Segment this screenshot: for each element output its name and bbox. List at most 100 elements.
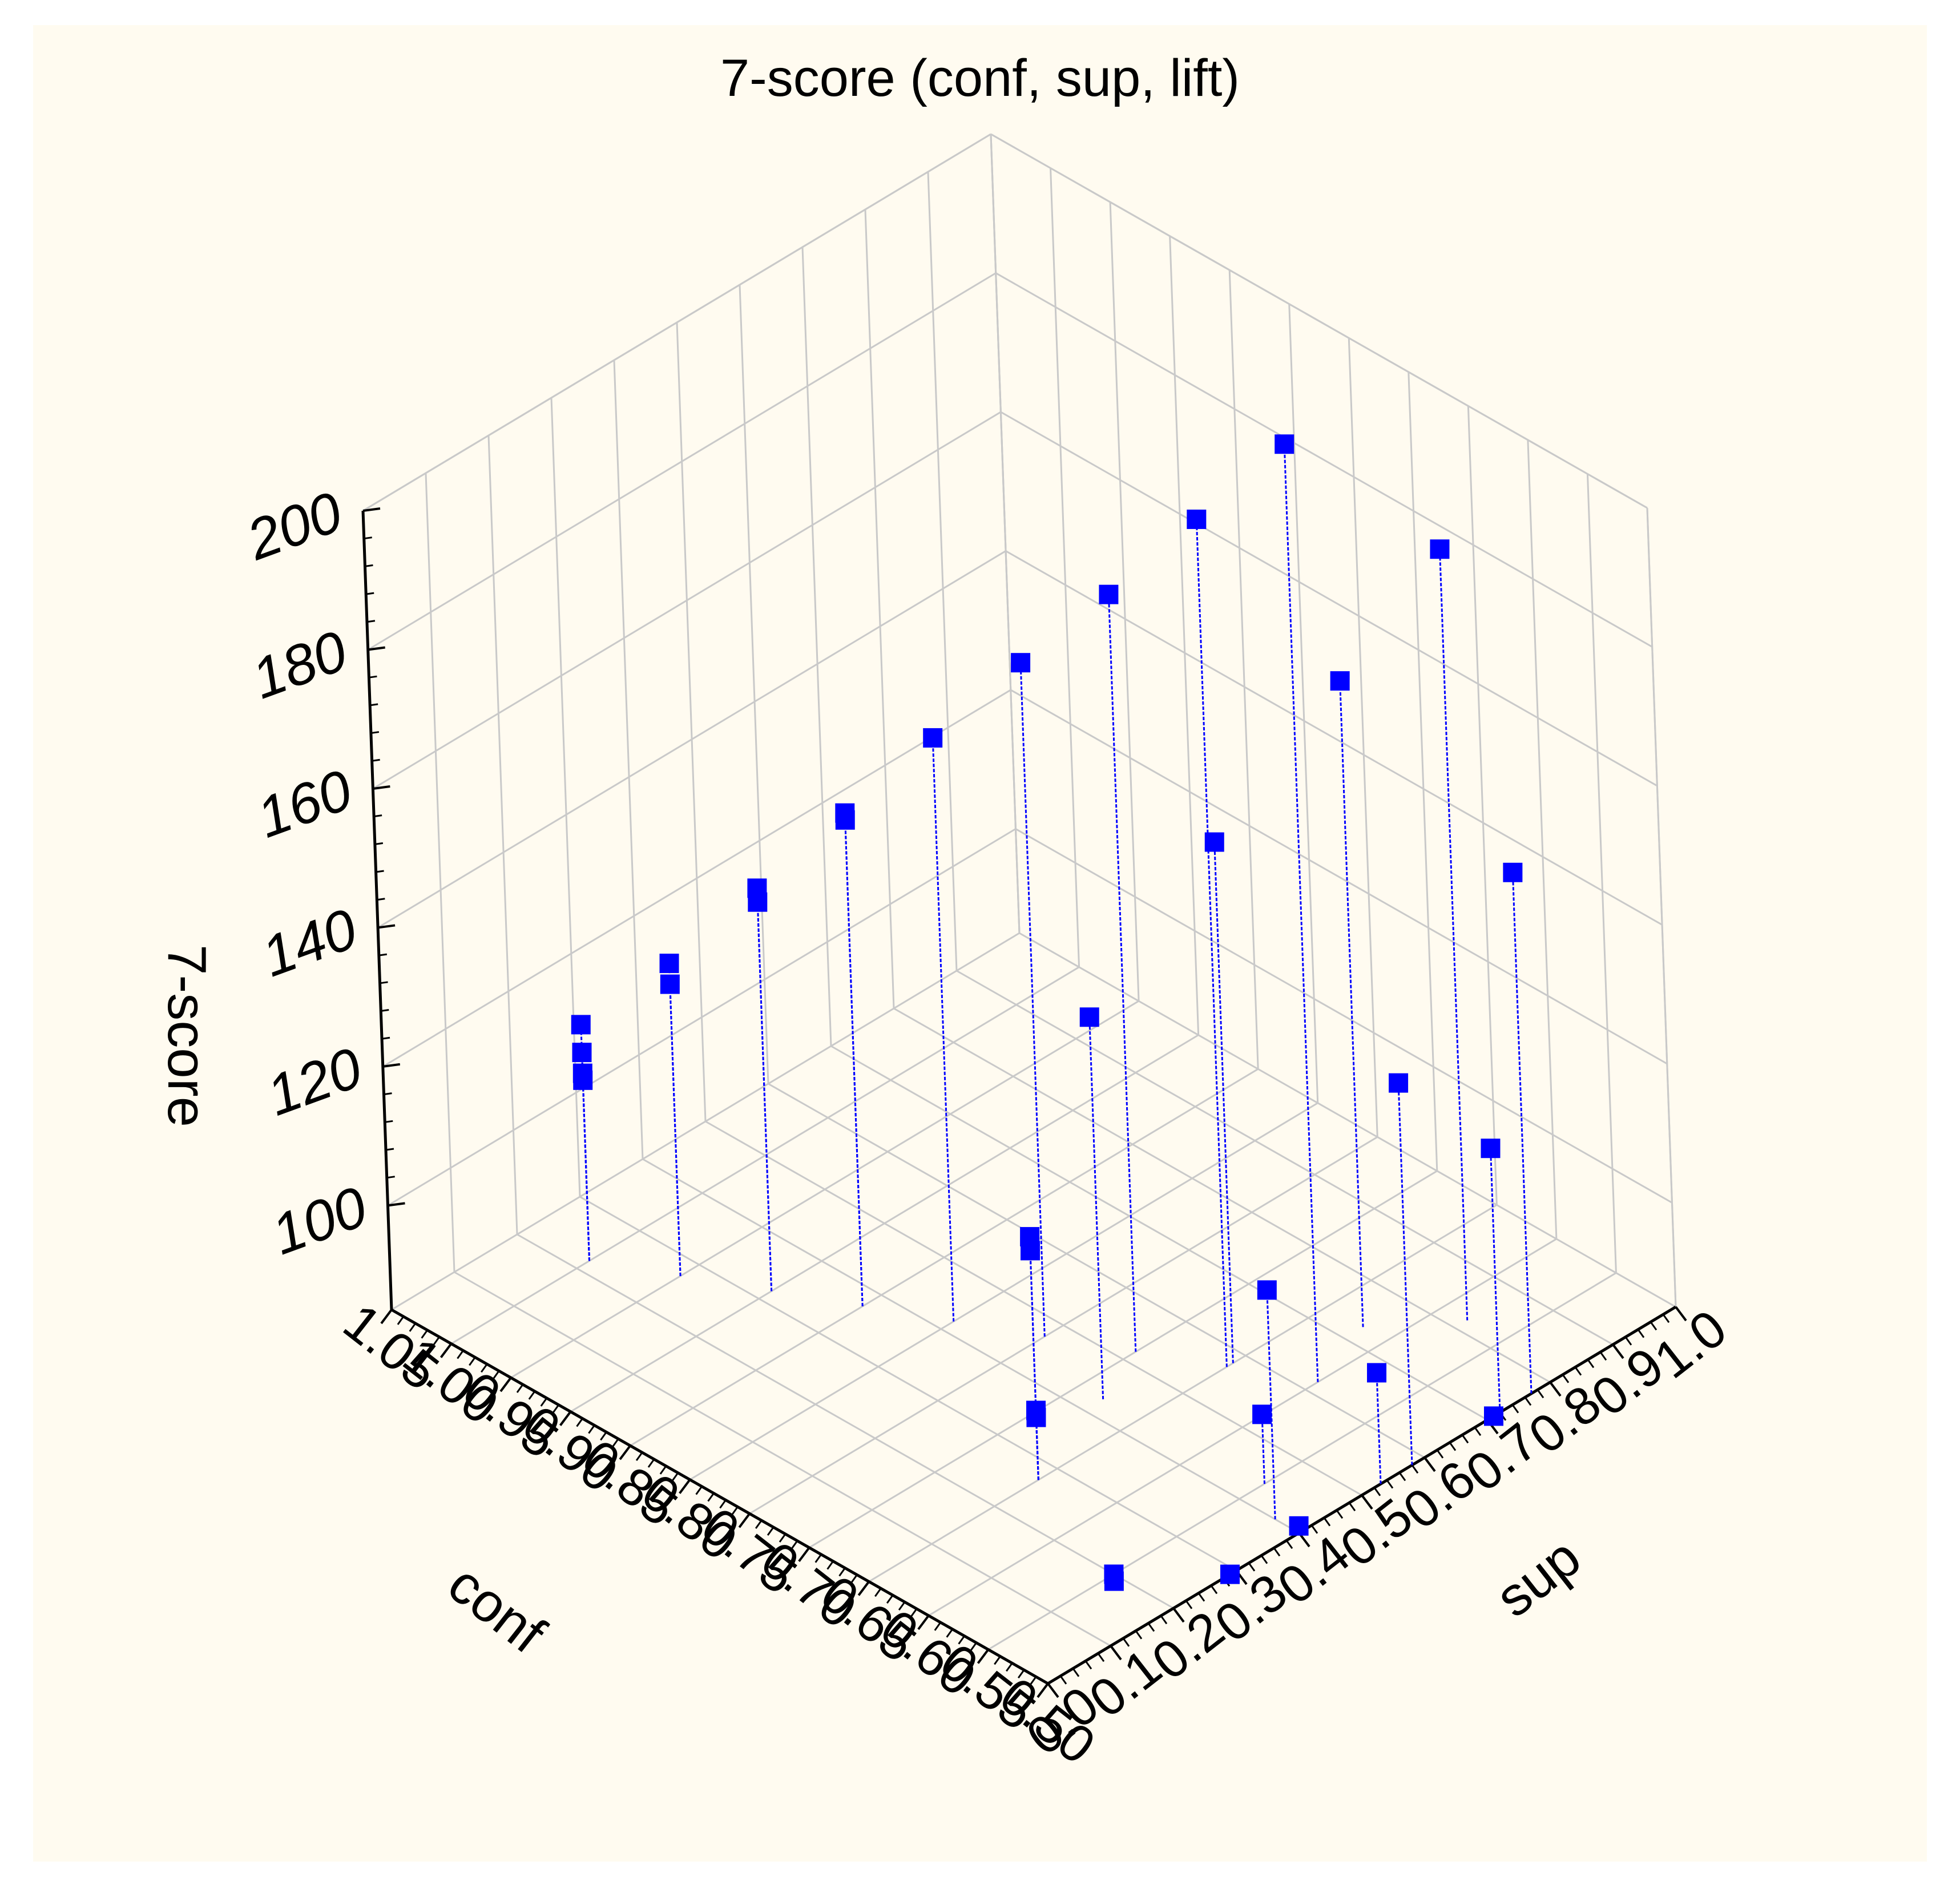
conf-minor-tick (874, 1588, 882, 1597)
conf-minor-tick (898, 1601, 906, 1611)
floor-grid-line (454, 1271, 1111, 1647)
sup-minor-tick (1373, 1487, 1381, 1496)
drop-line (1283, 444, 1319, 1382)
wall-grid-line (1050, 168, 1080, 967)
conf-tick (679, 1479, 691, 1494)
conf-minor-tick (516, 1384, 524, 1393)
drop-line (669, 984, 681, 1276)
data-point (1481, 1139, 1501, 1159)
sup-tick (1172, 1607, 1185, 1623)
wall-grid-line (739, 284, 769, 1084)
sup-minor-tick (1348, 1502, 1356, 1512)
conf-axis-title: conf (437, 1553, 556, 1665)
conf-minor-tick (850, 1574, 858, 1584)
sup-minor-tick (1398, 1472, 1406, 1482)
data-point (1104, 1571, 1124, 1591)
score-tick (362, 507, 381, 512)
data-point (1204, 832, 1224, 852)
score-tick-label: 140 (254, 897, 365, 989)
drop-line (1088, 1017, 1104, 1399)
score-tick-label: 180 (244, 619, 355, 711)
sup-minor-tick (1285, 1540, 1293, 1549)
sup-minor-tick (1662, 1314, 1670, 1323)
conf-minor-tick (886, 1595, 894, 1604)
conf-minor-tick (647, 1459, 655, 1468)
score-minor-tick (369, 675, 377, 679)
data-point (1099, 584, 1119, 604)
wall-grid-line (801, 247, 832, 1047)
conf-tick (917, 1615, 930, 1630)
score-minor-tick (386, 1176, 395, 1179)
sup-minor-tick (1147, 1622, 1155, 1632)
wall-grid-line (372, 411, 1002, 790)
sup-minor-tick (1436, 1449, 1444, 1459)
conf-minor-tick (934, 1621, 942, 1631)
sup-minor-tick (1323, 1517, 1331, 1527)
data-point (1252, 1404, 1272, 1424)
score-tick-label: 160 (249, 757, 360, 850)
conf-minor-tick (659, 1466, 667, 1475)
sup-minor-tick (1084, 1660, 1092, 1670)
score-minor-tick (366, 592, 374, 595)
drop-line (844, 820, 864, 1307)
drop-line (1019, 663, 1046, 1337)
score-minor-tick (380, 981, 388, 984)
conf-minor-tick (814, 1553, 822, 1563)
drop-line (1035, 1417, 1039, 1480)
sup-minor-tick (1599, 1351, 1607, 1361)
drop-line (582, 1080, 591, 1261)
floor-grid-line (705, 1120, 1362, 1496)
conf-minor-tick (492, 1370, 500, 1380)
wall-grid-line (1527, 439, 1558, 1239)
sup-minor-tick (1511, 1404, 1519, 1414)
score-minor-tick (365, 564, 373, 567)
data-point (659, 954, 679, 974)
sup-minor-tick (1160, 1615, 1168, 1625)
wall-grid-line (1005, 550, 1663, 926)
wall-grid-line (1169, 236, 1200, 1035)
conf-minor-tick (552, 1404, 559, 1414)
floor-grid-line (517, 1233, 1174, 1609)
score-minor-tick (373, 814, 382, 818)
wall-grid-line (425, 473, 455, 1273)
sup-minor-tick (1336, 1509, 1344, 1519)
conf-minor-tick (409, 1322, 417, 1332)
sup-tick (1361, 1494, 1373, 1510)
drop-line (1195, 519, 1228, 1367)
score-minor-tick (377, 898, 385, 901)
drop-line (1213, 842, 1234, 1363)
drop-line (1489, 1148, 1501, 1412)
drop-line (1339, 681, 1364, 1327)
sup-minor-tick (1637, 1329, 1645, 1338)
data-point (923, 728, 943, 748)
score-minor-tick (370, 731, 380, 734)
data-point (1079, 1007, 1099, 1027)
conf-tick (439, 1343, 453, 1358)
floor-grid-line (830, 1045, 1488, 1421)
floor-grid-line (642, 1158, 1300, 1534)
conf-minor-tick (958, 1635, 965, 1645)
conf-minor-tick (791, 1540, 798, 1549)
conf-minor-tick (1029, 1676, 1037, 1685)
conf-tick (559, 1411, 572, 1426)
conf-minor-tick (707, 1492, 715, 1502)
data-point (1026, 1407, 1046, 1427)
score-minor-tick (364, 536, 372, 540)
score-tick-label: 100 (264, 1174, 375, 1267)
conf-minor-tick (540, 1397, 548, 1407)
data-point (1275, 434, 1294, 454)
sup-minor-tick (1474, 1427, 1482, 1436)
data-points (571, 434, 1532, 1591)
conf-minor-tick (481, 1363, 488, 1373)
conf-tick (1037, 1682, 1049, 1698)
sup-minor-tick (1185, 1600, 1193, 1609)
conf-minor-tick (1006, 1662, 1013, 1672)
drop-line (1397, 1083, 1413, 1466)
data-point (1021, 1241, 1041, 1261)
wall-grid-line (367, 272, 997, 651)
data-point (1011, 653, 1031, 673)
data-point (1503, 862, 1523, 882)
score-tick (388, 1202, 405, 1207)
conf-minor-tick (970, 1642, 977, 1652)
conf-minor-tick (600, 1431, 607, 1441)
